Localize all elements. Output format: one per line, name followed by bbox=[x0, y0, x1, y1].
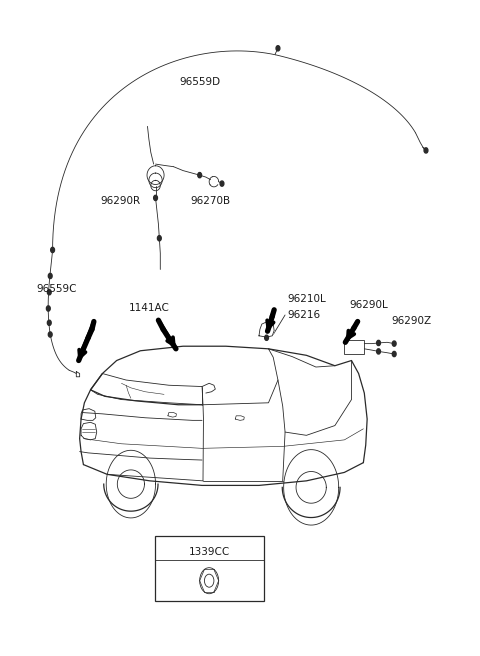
Circle shape bbox=[377, 340, 381, 346]
Circle shape bbox=[276, 46, 280, 51]
Text: 96270B: 96270B bbox=[190, 196, 230, 206]
Circle shape bbox=[48, 289, 51, 295]
Circle shape bbox=[198, 173, 202, 178]
Circle shape bbox=[424, 148, 428, 153]
Text: 1339CC: 1339CC bbox=[189, 547, 230, 558]
Text: 96559C: 96559C bbox=[36, 284, 76, 294]
Circle shape bbox=[157, 236, 161, 241]
Bar bbox=[344, 340, 364, 354]
Circle shape bbox=[392, 341, 396, 346]
Circle shape bbox=[220, 181, 224, 186]
Circle shape bbox=[48, 274, 52, 279]
Bar bbox=[155, 536, 264, 601]
Polygon shape bbox=[259, 321, 274, 337]
Circle shape bbox=[154, 195, 157, 201]
Circle shape bbox=[264, 335, 268, 340]
Text: 1141AC: 1141AC bbox=[129, 304, 169, 314]
Circle shape bbox=[392, 352, 396, 357]
Circle shape bbox=[51, 247, 55, 253]
Text: 96216: 96216 bbox=[288, 310, 321, 320]
Text: 96290L: 96290L bbox=[349, 300, 388, 310]
Circle shape bbox=[47, 306, 50, 311]
Text: 96559D: 96559D bbox=[179, 77, 220, 87]
Text: 96290R: 96290R bbox=[100, 196, 140, 206]
Text: 96210L: 96210L bbox=[288, 294, 326, 304]
Circle shape bbox=[48, 320, 51, 325]
Circle shape bbox=[377, 349, 381, 354]
Text: 96290Z: 96290Z bbox=[392, 316, 432, 327]
Circle shape bbox=[48, 332, 52, 337]
